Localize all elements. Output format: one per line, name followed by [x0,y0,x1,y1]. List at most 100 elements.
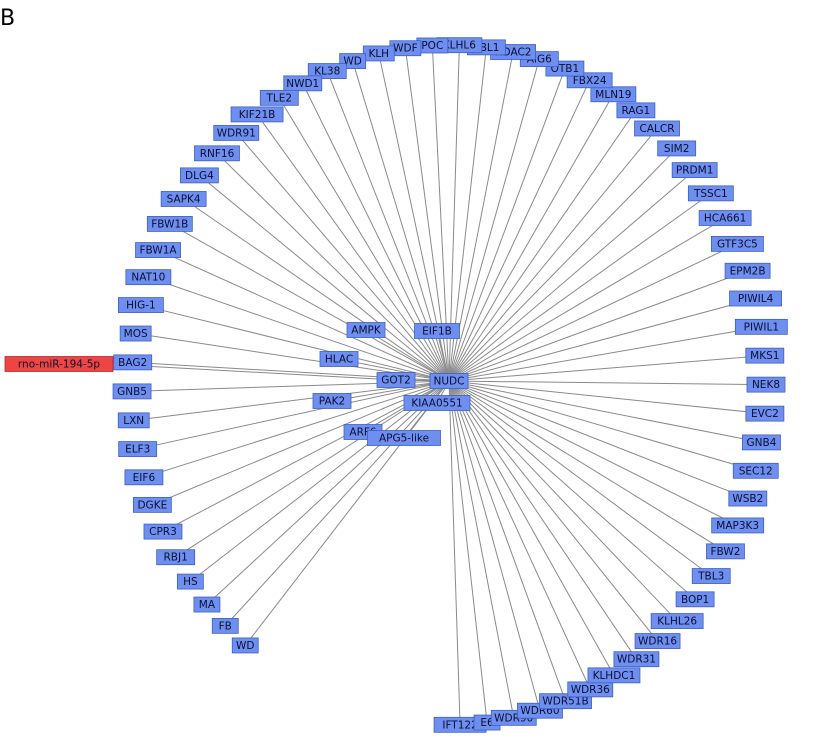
node-tbl3-box [691,568,731,584]
node-eif1b[interactable]: EIF1B [414,323,460,339]
node-hlac[interactable]: HLAC [319,351,359,367]
node-rnf16[interactable]: RNF16 [194,145,240,162]
node-fbw1b[interactable]: FBW1B [146,216,193,232]
node-pak2[interactable]: PAK2 [312,393,352,409]
node-calcr[interactable]: CALCR [634,120,680,137]
node-tssc1[interactable]: TSSC1 [687,185,734,202]
node-wsb2[interactable]: WSB2 [728,490,768,507]
node-wdr16[interactable]: WDR16 [634,633,681,649]
node-kif21b[interactable]: KIF21B [230,106,284,123]
node-elf3-box [118,441,158,457]
node-bop1-label: BOP1 [681,594,709,606]
node-klh[interactable]: KLH [362,45,395,62]
edge-nudc-piwil1-20 [448,326,762,382]
node-mln19[interactable]: MLN19 [590,86,637,103]
node-mirna[interactable]: rno-miR-194-5p [4,356,114,372]
node-wd[interactable]: WD [231,637,259,654]
node-nek8[interactable]: NEK8 [746,376,786,393]
node-gnb5[interactable]: GNB5 [112,383,152,400]
edge-nudc-wdr16-8 [448,380,658,642]
edge-nudc-evc2-17 [448,380,765,415]
node-hig-1[interactable]: HIG-1 [117,297,164,313]
node-ma[interactable]: MA [193,596,221,613]
node-klhdc1-label: KLHDC1 [593,670,636,682]
node-wdr31[interactable]: WDR31 [613,651,660,668]
edge-nudc-rnf16-46 [216,152,450,382]
node-epm2b-label: EPM2B [730,265,766,277]
node-nat10-label: NAT10 [131,272,165,284]
node-rnf16-box [194,145,240,162]
node-poc[interactable]: POC [416,37,449,54]
node-fbw1b-box [146,216,193,232]
node-wdr36[interactable]: WDR36 [567,681,614,698]
edge-nudc-fbw1b-49 [169,223,450,382]
node-bop1-box [675,591,715,608]
node-sim2[interactable]: SIM2 [657,140,697,157]
node-fbx24[interactable]: FBX24 [566,72,613,89]
node-piwil1[interactable]: PIWIL1 [734,318,788,335]
node-dlg4[interactable]: DLG4 [180,167,219,184]
node-piwil4[interactable]: PIWIL4 [729,290,782,307]
node-klhdc1[interactable]: KLHDC1 [587,667,641,684]
node-ift122[interactable]: IFT122 [433,716,487,733]
node-bop1[interactable]: BOP1 [675,591,715,608]
node-wdr91[interactable]: WDR91 [213,125,260,141]
node-prdm1[interactable]: PRDM1 [671,162,718,179]
node-fbw2[interactable]: FBW2 [706,543,745,560]
node-epm2b[interactable]: EPM2B [724,262,771,279]
node-hub-nudc[interactable]: NUDC [429,373,469,389]
edge-nudc-hs-62 [190,380,450,582]
node-fbw1a[interactable]: FBW1A [135,242,181,258]
node-lxn-label: LXN [123,415,144,427]
node-ampk[interactable]: AMPK [346,322,386,338]
node-klhdc1-box [587,667,641,684]
node-wdr51b[interactable]: WDR51B [539,693,592,710]
node-kl38[interactable]: KL38 [307,63,347,79]
node-nat10[interactable]: NAT10 [125,269,172,286]
node-dgke[interactable]: DGKE [132,496,172,513]
node-bag2[interactable]: BAG2 [113,354,153,371]
node-hs[interactable]: HS [176,573,204,590]
node-tbl3[interactable]: TBL3 [691,568,731,584]
node-wdf[interactable]: WDF [389,40,422,57]
node-piwil1-box [734,318,788,335]
node-fb[interactable]: FB [211,617,239,634]
node-cpr3-box [143,523,183,540]
node-rbj1-label: RBJ1 [164,552,188,564]
node-gnb5-label: GNB5 [117,386,147,398]
node-pak2-label: PAK2 [319,396,345,408]
node-apg5-like[interactable]: APG5-like [367,430,441,446]
node-mos[interactable]: MOS [119,325,152,342]
node-nek8-label: NEK8 [752,379,780,391]
node-hca661[interactable]: HCA661 [698,210,752,226]
node-cpr3[interactable]: CPR3 [143,523,183,540]
edge-nudc-eif1b [436,330,450,382]
node-sapk4[interactable]: SAPK4 [160,191,207,207]
edge-nudc-prdm1-26 [448,169,695,382]
node-nwd1[interactable]: NWD1 [283,75,323,92]
node-got2[interactable]: GOT2 [376,372,416,388]
node-lxn[interactable]: LXN [117,412,150,429]
node-eif6[interactable]: EIF6 [124,469,164,486]
node-calcr-label: CALCR [640,123,675,135]
node-map3k3[interactable]: MAP3K3 [711,517,765,534]
node-wsb2-label: WSB2 [732,493,763,505]
node-klhl26[interactable]: KLHL26 [650,613,704,629]
node-mks1[interactable]: MKS1 [745,347,785,364]
edge-nudc-map3k3-13 [448,380,738,526]
node-map3k3-label: MAP3K3 [716,520,759,532]
node-rbj1[interactable]: RBJ1 [156,549,196,566]
edge-nudc-elf3-57 [137,380,450,450]
node-kiaa0551[interactable]: KIAA0551 [403,395,471,411]
node-piwil4-label: PIWIL4 [738,293,774,305]
edge-nudc-ampk [365,329,450,382]
edge-nudc-rag1-29 [448,110,637,382]
node-sec12[interactable]: SEC12 [732,462,779,479]
node-gtf3c5[interactable]: GTF3C5 [711,235,764,252]
node-rag1[interactable]: RAG1 [616,102,656,119]
node-elf3[interactable]: ELF3 [118,441,158,457]
node-tle2[interactable]: TLE2 [259,89,299,106]
node-evc2[interactable]: EVC2 [745,405,785,422]
node-gnb4[interactable]: GNB4 [742,434,781,451]
